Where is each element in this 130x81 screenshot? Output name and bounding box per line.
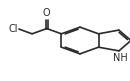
Text: O: O	[43, 8, 51, 18]
Text: Cl: Cl	[9, 24, 18, 34]
Text: NH: NH	[113, 53, 128, 63]
